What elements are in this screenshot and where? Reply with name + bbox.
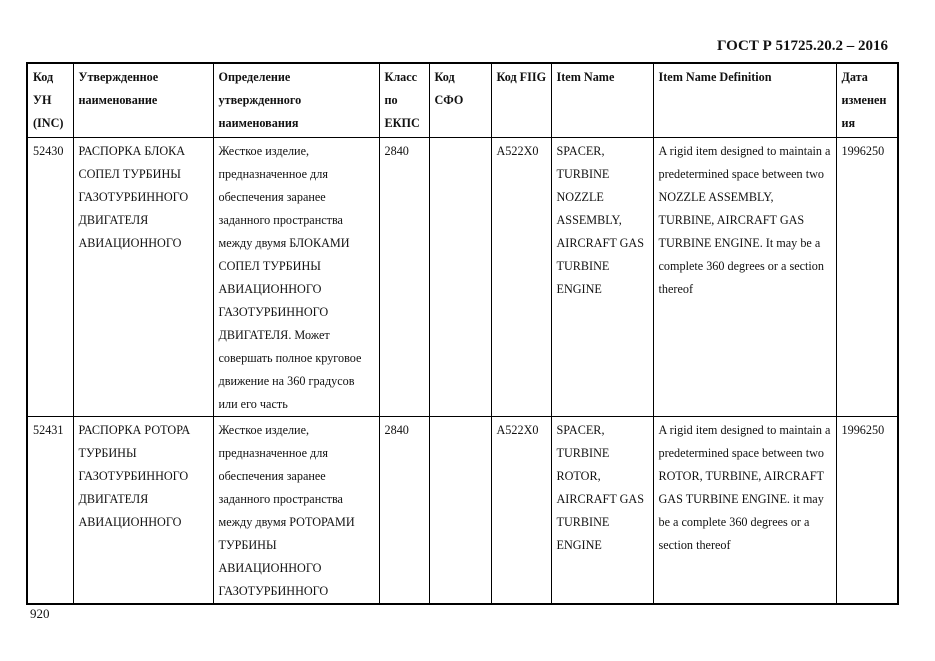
cell: A rigid item designed to maintain a pred…	[652, 137, 837, 417]
table-row: 52431 РАСПОРКА РОТОРА ТУРБИНЫ ГАЗОТУРБИН…	[26, 416, 899, 605]
table-row: 52430 РАСПОРКА БЛОКА СОПЕЛ ТУРБИНЫ ГАЗОТ…	[26, 137, 899, 417]
col-approved-name: Утвержденное наименование	[72, 62, 214, 138]
cell: 2840	[378, 137, 430, 417]
cell: РАСПОРКА БЛОКА СОПЕЛ ТУРБИНЫ ГАЗОТУРБИНН…	[72, 137, 214, 417]
cell: 52430	[26, 137, 74, 417]
col-fiig: Код FIIG	[490, 62, 552, 138]
cell: 1996250	[835, 137, 899, 417]
cell	[428, 137, 492, 417]
col-definition: Определение утвержденного наименования	[212, 62, 380, 138]
cell: SPACER, TURBINE ROTOR, AIRCRAFT GAS TURB…	[550, 416, 654, 605]
cell: Жесткое изделие, предназначенное для обе…	[212, 137, 380, 417]
col-sfo: Код СФО	[428, 62, 492, 138]
cell: SPACER, TURBINE NOZZLE ASSEMBLY, AIRCRAF…	[550, 137, 654, 417]
cell: РАСПОРКА РОТОРА ТУРБИНЫ ГАЗОТУРБИННОГО Д…	[72, 416, 214, 605]
table-header-row: Код УН (INC) Утвержденное наименование О…	[26, 62, 899, 138]
col-item-name: Item Name	[550, 62, 654, 138]
cell: 52431	[26, 416, 74, 605]
col-date: Дата изменения	[835, 62, 899, 138]
page-number: 920	[30, 606, 50, 621]
cell: A522X0	[490, 137, 552, 417]
cell: 1996250	[835, 416, 899, 605]
col-class: Класс по ЕКПС	[378, 62, 430, 138]
cell: 2840	[378, 416, 430, 605]
cell: Жесткое изделие, предназначенное для обе…	[212, 416, 380, 605]
cell	[428, 416, 492, 605]
catalog-table: Код УН (INC) Утвержденное наименование О…	[26, 62, 899, 605]
col-inc: Код УН (INC)	[26, 62, 74, 138]
document-header: ГОСТ Р 51725.20.2 – 2016	[716, 38, 888, 54]
cell: A522X0	[490, 416, 552, 605]
cell: A rigid item designed to maintain a pred…	[652, 416, 837, 605]
col-item-definition: Item Name Definition	[652, 62, 837, 138]
